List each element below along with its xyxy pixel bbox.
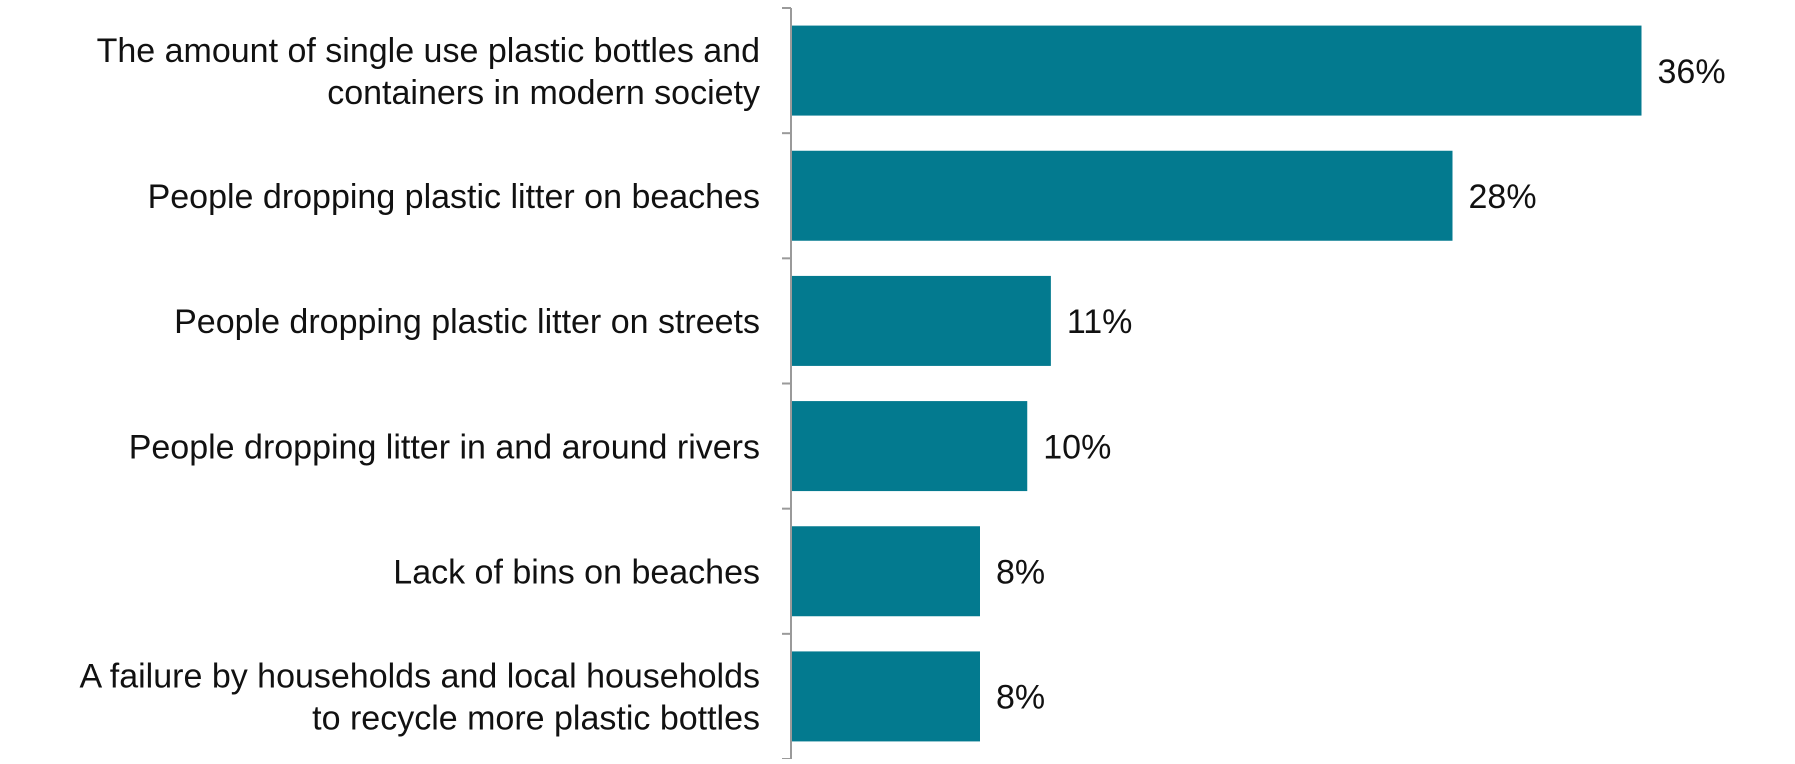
bar-1 — [791, 150, 1453, 241]
data-label-1: 28% — [1469, 178, 1537, 216]
data-label-4: 8% — [996, 553, 1045, 591]
bars-layer — [791, 25, 1642, 742]
bar-0 — [791, 25, 1642, 116]
category-label-0-line-0: The amount of single use plastic bottles… — [97, 32, 760, 70]
data-label-0: 36% — [1658, 53, 1726, 91]
category-label-0-line-1: containers in modern society — [327, 74, 760, 112]
category-label-5-line-0: A failure by households and local househ… — [80, 658, 760, 696]
category-label-2: People dropping plastic litter on street… — [174, 303, 760, 341]
axis-layer — [782, 7, 792, 760]
category-label-3: People dropping litter in and around riv… — [129, 428, 760, 466]
category-label-5-line-1: to recycle more plastic bottles — [312, 700, 760, 738]
data-label-5: 8% — [996, 679, 1045, 717]
bar-2 — [791, 275, 1051, 366]
category-label-4: Lack of bins on beaches — [393, 553, 760, 591]
data-label-2: 11% — [1067, 303, 1133, 341]
bar-4 — [791, 526, 980, 617]
labels-layer: 36% The amount of single use plastic bott… — [80, 32, 1726, 738]
bar-3 — [791, 401, 1028, 492]
data-label-3: 10% — [1043, 428, 1111, 466]
category-label-1: People dropping plastic litter on beache… — [148, 178, 760, 216]
bar-5 — [791, 651, 980, 742]
